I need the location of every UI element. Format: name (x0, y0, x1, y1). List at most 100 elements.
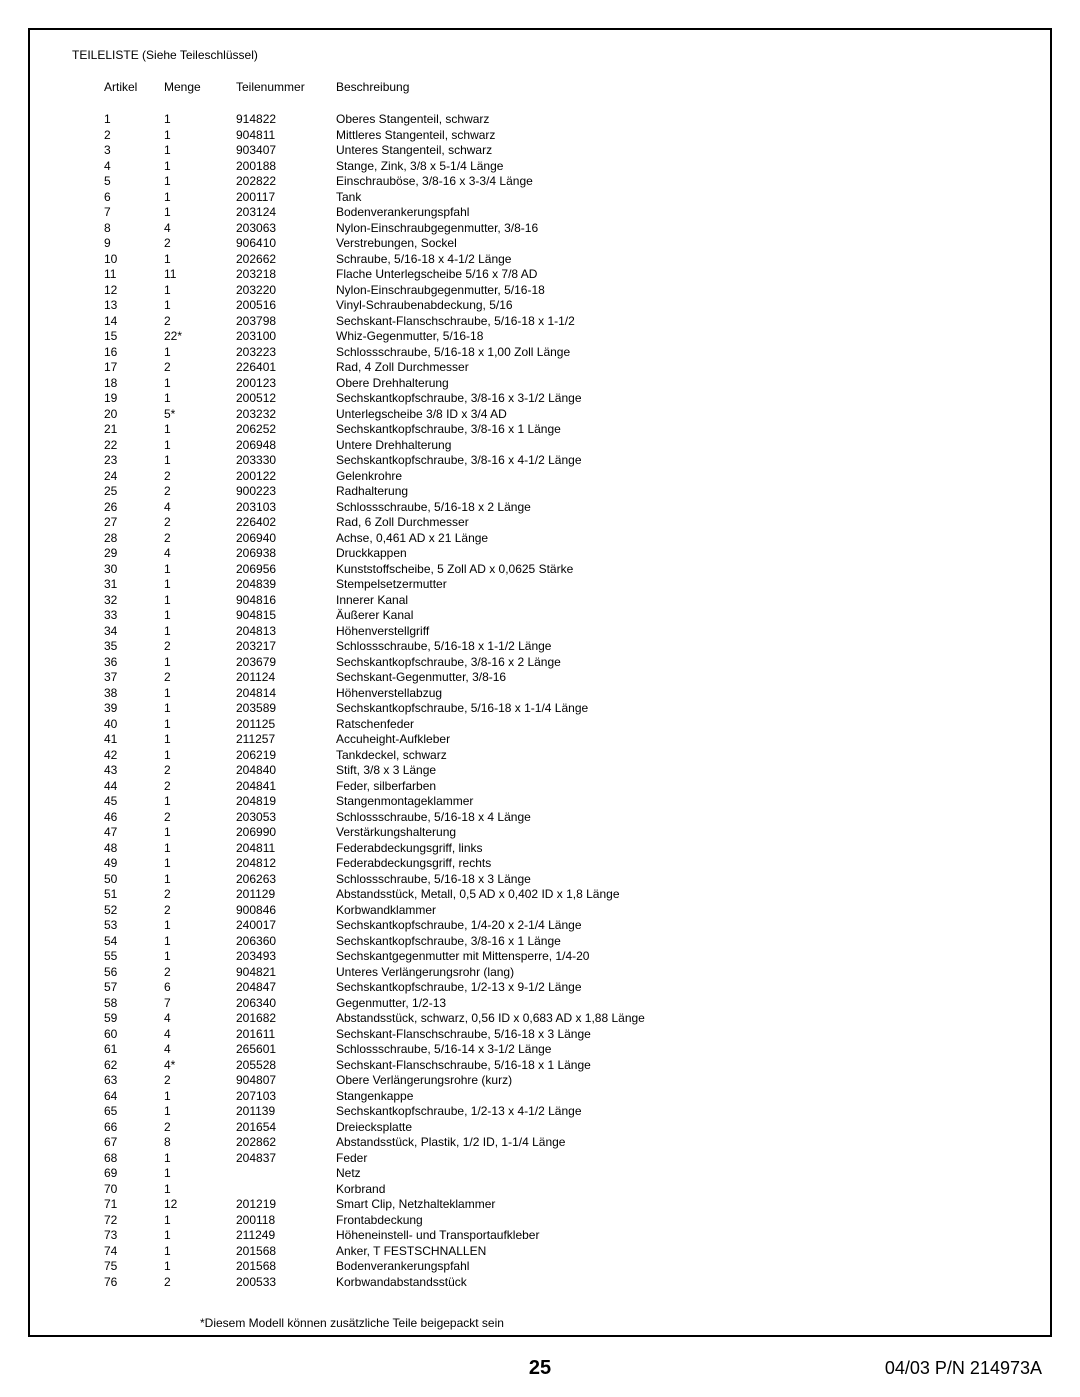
cell-teilenummer: 203053 (236, 810, 336, 826)
table-row: 51202822Einschrauböse, 3/8-16 x 3-3/4 Lä… (104, 174, 1008, 190)
cell-beschreibung: Gelenkrohre (336, 469, 1008, 485)
table-row: 61200117Tank (104, 190, 1008, 206)
cell-beschreibung: Radhalterung (336, 484, 1008, 500)
cell-teilenummer: 204811 (236, 841, 336, 857)
cell-artikel: 27 (104, 515, 164, 531)
cell-beschreibung: Schlossschraube, 5/16-18 x 1,00 Zoll Län… (336, 345, 1008, 361)
table-row: 442204841Feder, silberfarben (104, 779, 1008, 795)
cell-artikel: 44 (104, 779, 164, 795)
table-row: 172226401Rad, 4 Zoll Durchmesser (104, 360, 1008, 376)
cell-teilenummer: 203220 (236, 283, 336, 299)
cell-teilenummer: 206956 (236, 562, 336, 578)
cell-beschreibung: Sechskant-Flanschschraube, 5/16-18 x 3 L… (336, 1027, 1008, 1043)
cell-menge: 2 (164, 639, 236, 655)
cell-teilenummer: 914822 (236, 112, 336, 128)
cell-artikel: 45 (104, 794, 164, 810)
table-row: 21904811Mittleres Stangenteil, schwarz (104, 128, 1008, 144)
cell-menge: 2 (164, 236, 236, 252)
cell-teilenummer: 203798 (236, 314, 336, 330)
cell-menge: 1 (164, 949, 236, 965)
cell-artikel: 64 (104, 1089, 164, 1105)
page-footer: 25 04/03 P/N 214973A (0, 1358, 1080, 1379)
cell-beschreibung: Federabdeckungsgriff, links (336, 841, 1008, 857)
footnote: *Diesem Modell können zusätzliche Teile … (72, 1316, 1008, 1330)
cell-beschreibung: Stift, 3/8 x 3 Länge (336, 763, 1008, 779)
table-row: 401201125Ratschenfeder (104, 717, 1008, 733)
cell-teilenummer: 201124 (236, 670, 336, 686)
cell-menge: 1 (164, 422, 236, 438)
cell-teilenummer: 202662 (236, 252, 336, 268)
cell-teilenummer: 201611 (236, 1027, 336, 1043)
cell-beschreibung: Schlossschraube, 5/16-14 x 3-1/2 Länge (336, 1042, 1008, 1058)
page-border: TEILELISTE (Siehe Teileschlüssel) Artike… (28, 28, 1052, 1337)
cell-menge: 1 (164, 624, 236, 640)
table-row: 41200188Stange, Zink, 3/8 x 5-1/4 Länge (104, 159, 1008, 175)
cell-teilenummer: 226402 (236, 515, 336, 531)
cell-artikel: 32 (104, 593, 164, 609)
cell-teilenummer: 203063 (236, 221, 336, 237)
cell-teilenummer: 904811 (236, 128, 336, 144)
table-row: 294206938Druckkappen (104, 546, 1008, 562)
table-row: 512201129Abstandsstück, Metall, 0,5 AD x… (104, 887, 1008, 903)
cell-teilenummer: 204839 (236, 577, 336, 593)
table-row: 391203589Sechskantkopfschraube, 5/16-18 … (104, 701, 1008, 717)
table-row: 282206940Achse, 0,461 AD x 21 Länge (104, 531, 1008, 547)
table-row: 624*205528Sechskant-Flanschschraube, 5/1… (104, 1058, 1008, 1074)
table-row: 491204812Federabdeckungsgriff, rechts (104, 856, 1008, 872)
cell-artikel: 18 (104, 376, 164, 392)
table-row: 101202662Schraube, 5/16-18 x 4-1/2 Länge (104, 252, 1008, 268)
table-row: 641207103Stangenkappe (104, 1089, 1008, 1105)
cell-teilenummer: 200123 (236, 376, 336, 392)
cell-teilenummer: 203218 (236, 267, 336, 283)
cell-artikel: 2 (104, 128, 164, 144)
cell-menge: 1 (164, 856, 236, 872)
cell-artikel: 25 (104, 484, 164, 500)
cell-artikel: 47 (104, 825, 164, 841)
cell-artikel: 48 (104, 841, 164, 857)
cell-artikel: 67 (104, 1135, 164, 1151)
cell-menge: 22* (164, 329, 236, 345)
table-row: 522900846Korbwandklammer (104, 903, 1008, 919)
table-row: 341204813Höhenverstellgriff (104, 624, 1008, 640)
cell-beschreibung: Verstärkungshalterung (336, 825, 1008, 841)
cell-artikel: 50 (104, 872, 164, 888)
cell-menge: 1 (164, 376, 236, 392)
cell-artikel: 56 (104, 965, 164, 981)
cell-menge: 2 (164, 1275, 236, 1291)
cell-menge: 1 (164, 345, 236, 361)
cell-menge: 1 (164, 686, 236, 702)
cell-beschreibung: Feder (336, 1151, 1008, 1167)
cell-teilenummer: 206219 (236, 748, 336, 764)
cell-teilenummer: 201219 (236, 1197, 336, 1213)
table-row: 651201139Sechskantkopfschraube, 1/2-13 x… (104, 1104, 1008, 1120)
cell-beschreibung: Achse, 0,461 AD x 21 Länge (336, 531, 1008, 547)
cell-teilenummer: 265601 (236, 1042, 336, 1058)
cell-artikel: 20 (104, 407, 164, 423)
cell-artikel: 5 (104, 174, 164, 190)
table-row: 594201682Abstandsstück, schwarz, 0,56 ID… (104, 1011, 1008, 1027)
cell-teilenummer: 206340 (236, 996, 336, 1012)
table-row: 181200123Obere Drehhalterung (104, 376, 1008, 392)
table-row: 451204819Stangenmontageklammer (104, 794, 1008, 810)
cell-teilenummer: 203679 (236, 655, 336, 671)
cell-beschreibung: Mittleres Stangenteil, schwarz (336, 128, 1008, 144)
cell-menge: 1 (164, 1259, 236, 1275)
table-row: 372201124Sechskant-Gegenmutter, 3/8-16 (104, 670, 1008, 686)
cell-menge: 2 (164, 763, 236, 779)
cell-beschreibung: Korbwandabstandsstück (336, 1275, 1008, 1291)
cell-menge: 1 (164, 453, 236, 469)
cell-artikel: 71 (104, 1197, 164, 1213)
table-row: 92906410Verstrebungen, Sockel (104, 236, 1008, 252)
cell-artikel: 63 (104, 1073, 164, 1089)
cell-artikel: 23 (104, 453, 164, 469)
cell-artikel: 60 (104, 1027, 164, 1043)
cell-beschreibung: Oberes Stangenteil, schwarz (336, 112, 1008, 128)
cell-beschreibung: Sechskantkopfschraube, 1/2-13 x 4-1/2 Lä… (336, 1104, 1008, 1120)
cell-artikel: 6 (104, 190, 164, 206)
cell-teilenummer: 904821 (236, 965, 336, 981)
cell-teilenummer: 240017 (236, 918, 336, 934)
cell-beschreibung: Nylon-Einschraubgegenmutter, 5/16-18 (336, 283, 1008, 299)
cell-teilenummer: 900223 (236, 484, 336, 500)
cell-menge: 1 (164, 825, 236, 841)
cell-artikel: 15 (104, 329, 164, 345)
